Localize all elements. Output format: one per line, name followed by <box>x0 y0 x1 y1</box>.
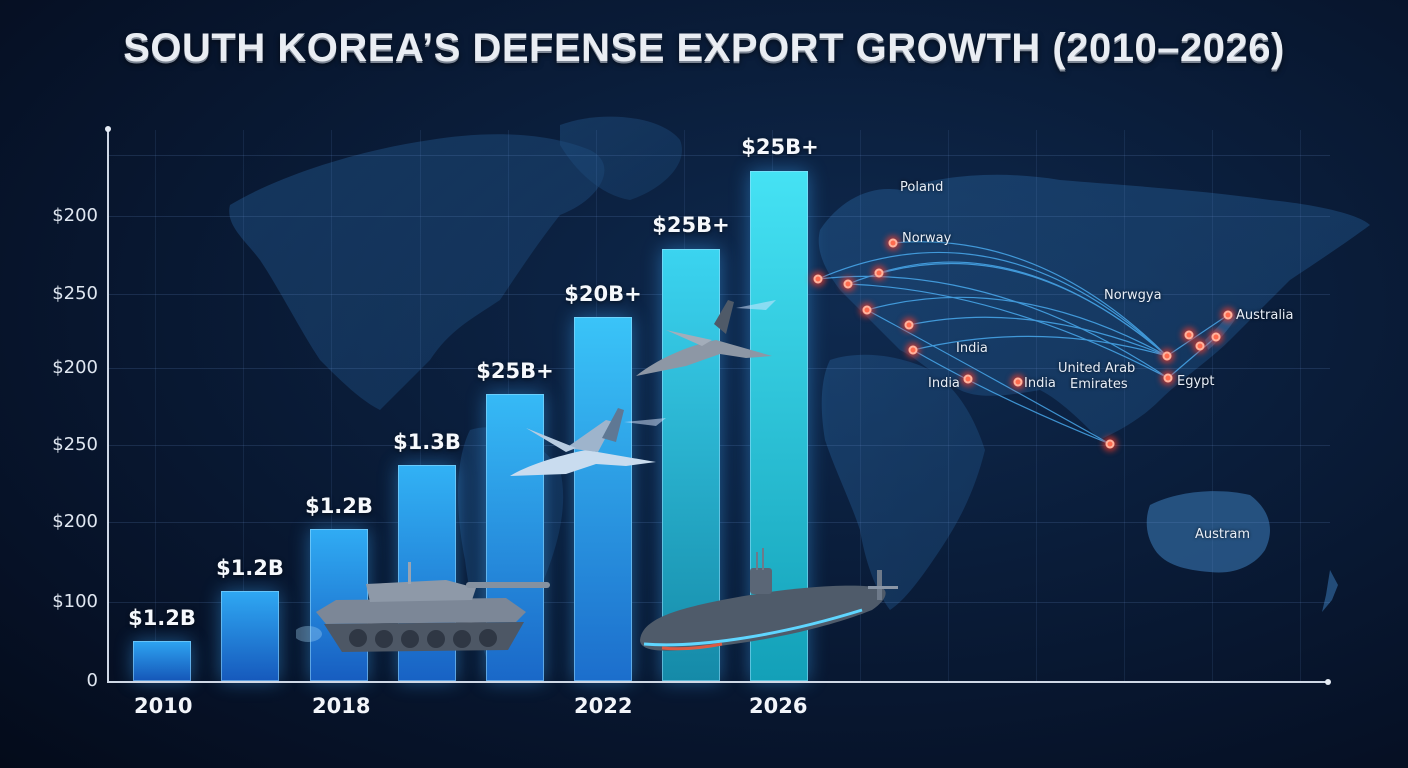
bar-value-label: $1.2B <box>128 606 196 630</box>
location-pin-icon[interactable] <box>904 320 914 330</box>
tank-icon <box>296 562 550 652</box>
greenland-shape <box>560 116 682 200</box>
x-axis-line <box>107 681 1329 683</box>
location-pin-icon[interactable] <box>874 268 884 278</box>
x-tick-label: 2022 <box>574 694 633 718</box>
x-axis-cap <box>1325 679 1331 685</box>
country-label: India <box>956 341 988 356</box>
bar-value-label: $20B+ <box>564 282 642 306</box>
location-pin-icon[interactable] <box>1223 310 1233 320</box>
y-tick-label: $200 <box>52 205 98 226</box>
country-label: Emirates <box>1070 377 1128 392</box>
country-label: United Arab <box>1058 361 1136 376</box>
gridline-h <box>108 216 1330 217</box>
x-tick-label: 2026 <box>749 694 808 718</box>
bar-value-label: $1.2B <box>216 556 284 580</box>
bar-value-label: $1.2B <box>305 494 373 518</box>
location-pin-icon[interactable] <box>862 305 872 315</box>
country-label: Austram <box>1195 527 1250 542</box>
gridline-v <box>331 130 332 682</box>
x-tick-label: 2010 <box>134 694 193 718</box>
australia-shape <box>1146 491 1270 573</box>
location-pin-icon[interactable] <box>1105 439 1115 449</box>
country-label: India <box>928 376 960 391</box>
north-america-shape <box>229 134 605 411</box>
y-axis-cap <box>105 126 111 132</box>
country-label: Egypt <box>1177 374 1215 389</box>
location-pin-icon[interactable] <box>963 374 973 384</box>
location-pin-icon[interactable] <box>1211 332 1221 342</box>
gridline-v <box>1300 130 1301 682</box>
location-pin-icon[interactable] <box>888 238 898 248</box>
country-label: Norway <box>902 231 952 246</box>
gridline-v <box>420 130 421 682</box>
y-tick-label: $250 <box>52 434 98 455</box>
y-tick-label: 0 <box>86 670 98 691</box>
bar <box>574 317 632 681</box>
country-label: Norwgya <box>1104 288 1162 303</box>
x-tick-label: 2018 <box>312 694 371 718</box>
location-pin-icon[interactable] <box>813 274 823 284</box>
fighter-jet-icon <box>636 300 776 376</box>
new-zealand-shape <box>1322 570 1338 612</box>
location-pin-icon[interactable] <box>1195 341 1205 351</box>
bar-value-label: $1.3B <box>393 430 461 454</box>
gridline-v <box>948 130 949 682</box>
y-tick-label: $100 <box>52 591 98 612</box>
country-label: Poland <box>900 180 944 195</box>
y-axis-line <box>107 130 109 683</box>
bar-value-label: $25B+ <box>652 213 730 237</box>
africa-shape <box>821 354 985 610</box>
country-label: Australia <box>1236 308 1294 323</box>
y-tick-label: $250 <box>52 283 98 304</box>
gridline-v <box>243 130 244 682</box>
location-pin-icon[interactable] <box>1184 330 1194 340</box>
bar <box>221 591 279 681</box>
location-pin-icon[interactable] <box>908 345 918 355</box>
gridline-v <box>1212 130 1213 682</box>
location-pin-icon[interactable] <box>843 279 853 289</box>
location-pin-icon[interactable] <box>1162 351 1172 361</box>
export-route-lines <box>817 241 1229 445</box>
fighter-jet-icon <box>510 408 666 476</box>
y-tick-label: $200 <box>52 357 98 378</box>
bar <box>133 641 191 681</box>
submarine-icon <box>640 548 898 651</box>
gridline-v <box>155 130 156 682</box>
gridline-v <box>860 130 861 682</box>
bar-value-label: $25B+ <box>741 135 819 159</box>
country-label: India <box>1024 376 1056 391</box>
chart-title: SOUTH KOREA’S DEFENSE EXPORT GROWTH (201… <box>123 26 1285 70</box>
location-pin-icon[interactable] <box>1163 373 1173 383</box>
gridline-v <box>1036 130 1037 682</box>
gridline-v <box>1124 130 1125 682</box>
gridline-h <box>108 155 1330 156</box>
bar-value-label: $25B+ <box>476 359 554 383</box>
y-tick-label: $200 <box>52 511 98 532</box>
location-pin-icon[interactable] <box>1013 377 1023 387</box>
